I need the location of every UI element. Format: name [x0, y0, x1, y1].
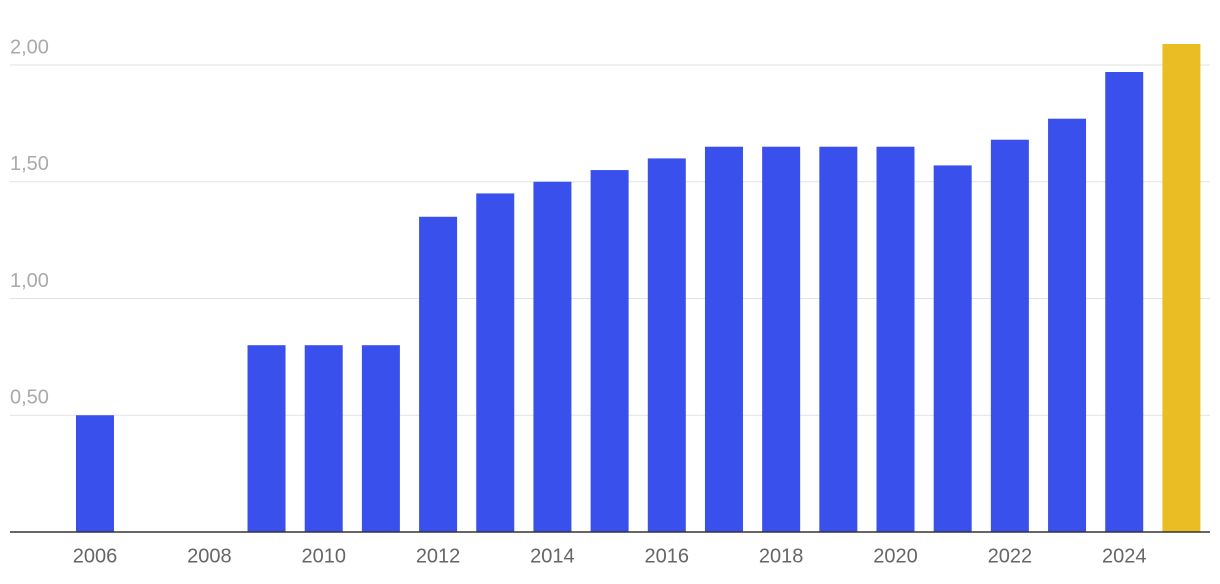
y-tick-label: 2,00 — [10, 36, 49, 58]
bar — [533, 181, 572, 532]
bar — [476, 193, 515, 533]
bar — [1105, 72, 1144, 532]
bar — [247, 345, 286, 532]
bar — [304, 345, 343, 532]
x-tick-label: 2008 — [187, 545, 232, 567]
x-tick-label: 2010 — [301, 545, 346, 567]
y-tick-label: 0,50 — [10, 387, 49, 409]
y-tick-label: 1,50 — [10, 153, 49, 175]
x-tick-label: 2006 — [73, 545, 118, 567]
bar — [990, 139, 1029, 532]
bar — [1162, 43, 1201, 533]
bar — [590, 170, 629, 532]
bar — [75, 415, 114, 532]
x-tick-label: 2018 — [759, 545, 804, 567]
bar — [933, 165, 972, 532]
bar — [647, 158, 686, 532]
x-tick-label: 2016 — [645, 545, 690, 567]
x-tick-label: 2014 — [530, 545, 575, 567]
bar — [1048, 118, 1087, 532]
y-tick-label: 1,00 — [10, 270, 49, 292]
bar — [876, 146, 915, 532]
bar — [819, 146, 858, 532]
x-tick-label: 2022 — [988, 545, 1033, 567]
x-tick-label: 2012 — [416, 545, 461, 567]
bar — [704, 146, 743, 532]
x-tick-label: 2024 — [1102, 545, 1147, 567]
bar — [419, 216, 458, 532]
bar — [361, 345, 400, 532]
bar — [762, 146, 801, 532]
x-tick-label: 2020 — [873, 545, 918, 567]
